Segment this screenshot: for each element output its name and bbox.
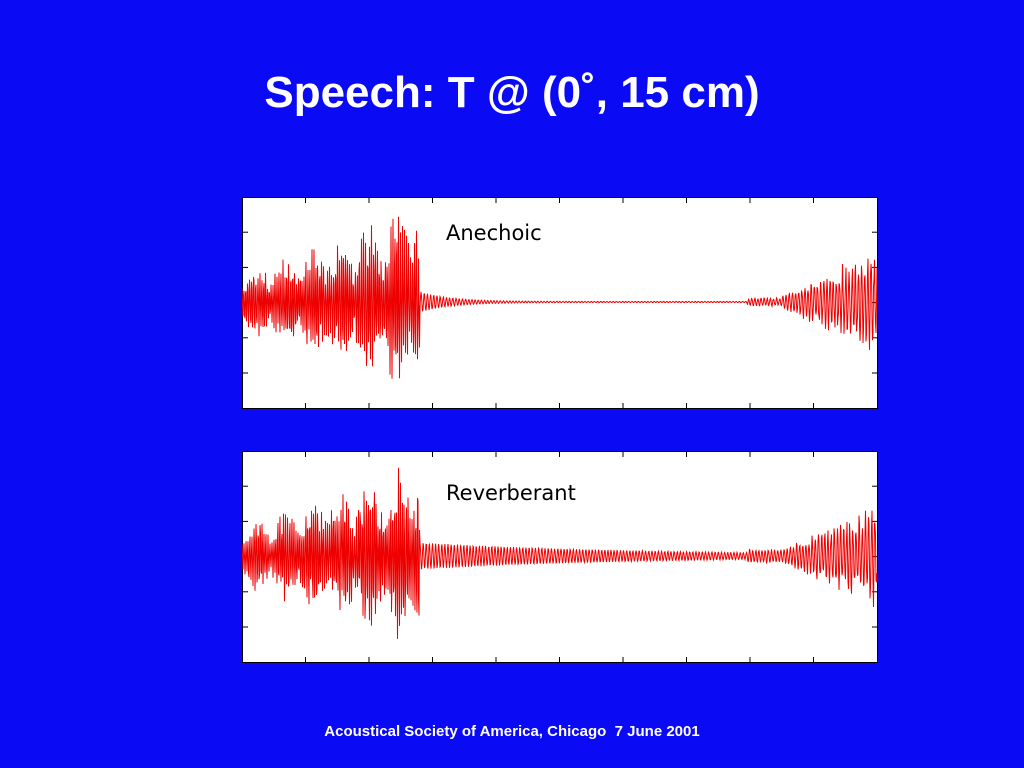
footer: Acoustical Society of America, Chicago 7… bbox=[324, 723, 700, 740]
waveform-panel: Anechoic bbox=[242, 197, 878, 409]
ticks bbox=[242, 197, 878, 409]
panel-label: Reverberant bbox=[446, 481, 576, 505]
panel-label: Anechoic bbox=[446, 221, 542, 245]
waveform-panel: Reverberant bbox=[242, 451, 878, 663]
ticks bbox=[242, 451, 878, 663]
waveform bbox=[242, 216, 878, 379]
slide-title: Speech: T @ (0˚, 15 cm) bbox=[264, 68, 760, 117]
waveform bbox=[242, 467, 878, 639]
